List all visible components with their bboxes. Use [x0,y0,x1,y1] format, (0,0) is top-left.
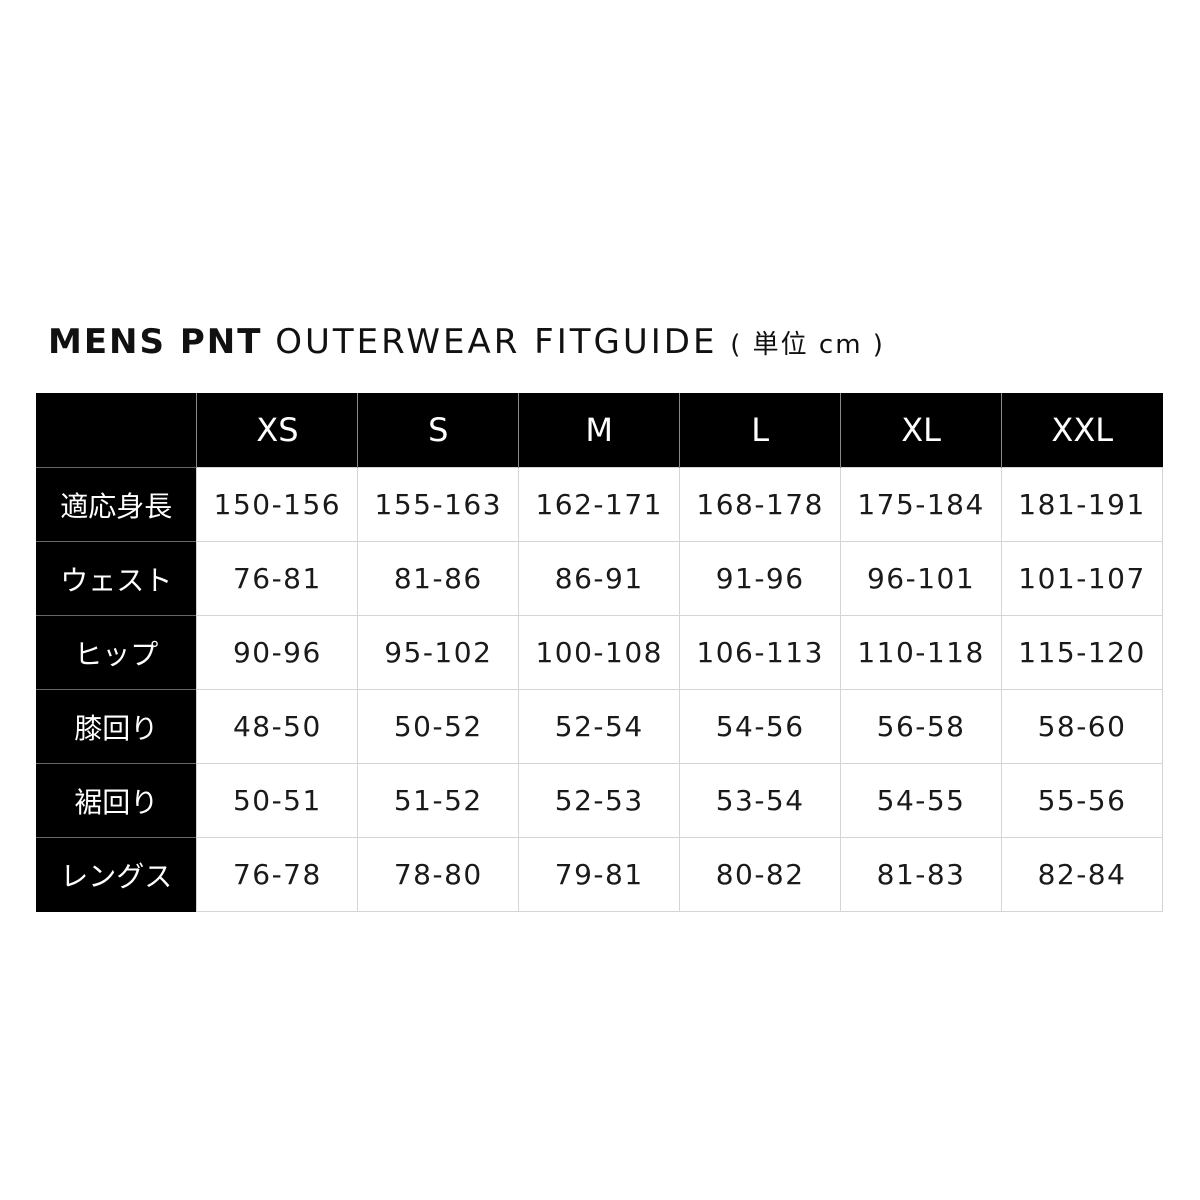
table-row: レングス 76-78 78-80 79-81 80-82 81-83 82-84 [36,837,1163,912]
size-header-xxl: XXL [1001,393,1163,468]
table-cell: 76-81 [196,541,359,616]
table-cell: 100-108 [518,615,681,690]
table-cell: 78-80 [357,837,520,912]
table-cell: 106-113 [679,615,842,690]
table-cell: 50-51 [196,763,359,838]
size-header-xs: XS [196,393,358,468]
table-cell: 101-107 [1001,541,1163,616]
table-cell: 79-81 [518,837,681,912]
row-label: 膝回り [36,689,197,764]
table-cell: 53-54 [679,763,842,838]
table-cell: 80-82 [679,837,842,912]
table-cell: 52-53 [518,763,681,838]
table-cell: 56-58 [840,689,1003,764]
table-cell: 48-50 [196,689,359,764]
table-cell: 150-156 [196,467,359,542]
row-label: 裾回り [36,763,197,838]
table-cell: 175-184 [840,467,1003,542]
page-title: MENS PNT OUTERWEAR FITGUIDE ( 単位 cm ) [48,322,885,362]
table-cell: 168-178 [679,467,842,542]
header-row: XS S M L XL XXL [36,393,1163,468]
table-cell: 82-84 [1001,837,1163,912]
row-label: ウェスト [36,541,197,616]
table-row: 適応身長 150-156 155-163 162-171 168-178 175-184 1… [36,467,1163,542]
table-cell: 90-96 [196,615,359,690]
table-row: ヒップ 90-96 95-102 100-108 106-113 110-118 115-1… [36,615,1163,690]
size-header-xl: XL [840,393,1002,468]
corner-cell [36,393,197,468]
title-unit: ( 単位 cm ) [730,330,885,360]
table-cell: 50-52 [357,689,520,764]
row-label: レングス [36,837,197,912]
table-cell: 76-78 [196,837,359,912]
table-cell: 96-101 [840,541,1003,616]
table-cell: 81-83 [840,837,1003,912]
table-cell: 162-171 [518,467,681,542]
table-cell: 91-96 [679,541,842,616]
title-bold: MENS PNT [48,322,263,362]
size-header-l: L [679,393,841,468]
table-cell: 86-91 [518,541,681,616]
table-cell: 81-86 [357,541,520,616]
table-cell: 54-55 [840,763,1003,838]
table-row: ウェスト 76-81 81-86 86-91 91-96 96-101 101-107 [36,541,1163,616]
table-cell: 155-163 [357,467,520,542]
size-chart-table: XS S M L XL XXL 適応身長 150-156 155-163 162-171 168-… [36,393,1163,912]
table-row: 膝回り 48-50 50-52 52-54 54-56 56-58 58-60 [36,689,1163,764]
table-cell: 52-54 [518,689,681,764]
table-cell: 110-118 [840,615,1003,690]
table-cell: 54-56 [679,689,842,764]
table-cell: 55-56 [1001,763,1163,838]
table-cell: 95-102 [357,615,520,690]
table-cell: 51-52 [357,763,520,838]
title-light: OUTERWEAR FITGUIDE [275,322,718,362]
size-header-m: M [518,393,680,468]
table-cell: 181-191 [1001,467,1163,542]
table-cell: 115-120 [1001,615,1163,690]
row-label: ヒップ [36,615,197,690]
table-cell: 58-60 [1001,689,1163,764]
row-label: 適応身長 [36,467,197,542]
size-header-s: S [357,393,519,468]
table-row: 裾回り 50-51 51-52 52-53 53-54 54-55 55-56 [36,763,1163,838]
